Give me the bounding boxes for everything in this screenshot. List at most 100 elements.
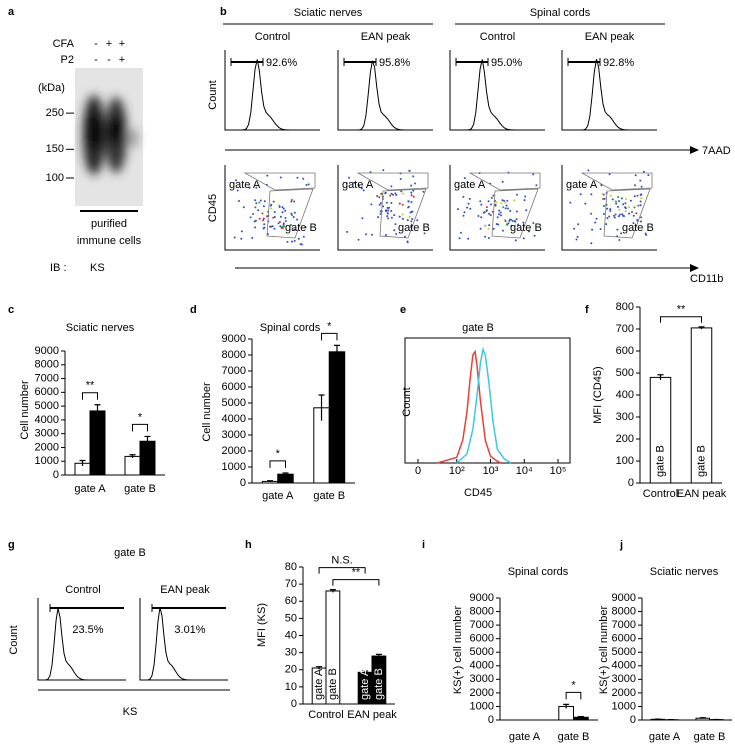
event-dot <box>501 199 504 202</box>
event-dot <box>618 200 620 203</box>
event-dot <box>378 203 381 206</box>
event-dot <box>385 209 388 212</box>
y-tick-label: 5000 <box>470 646 494 658</box>
event-dot <box>281 225 284 228</box>
event-dot <box>272 200 275 203</box>
event-dot <box>647 174 650 177</box>
event-dot <box>382 169 385 172</box>
event-dot <box>291 214 293 217</box>
gate-outline <box>356 172 429 239</box>
event-dot <box>525 209 528 212</box>
histogram-curve <box>144 607 224 681</box>
event-dot <box>403 235 406 238</box>
group-title: Sciatic nerves <box>294 7 363 19</box>
event-dot <box>517 223 520 226</box>
event-dot <box>390 202 393 204</box>
event-dot <box>514 239 517 242</box>
event-dot <box>495 223 498 225</box>
panel-letter: j <box>619 539 623 551</box>
event-dot <box>502 229 504 232</box>
event-dot <box>302 235 305 238</box>
event-dot <box>463 211 466 214</box>
event-dot <box>495 201 498 204</box>
x-tick-label: EAN peak <box>677 488 727 500</box>
event-dot <box>395 233 398 235</box>
y-tick-label: 400 <box>616 389 634 401</box>
event-dot <box>254 226 257 229</box>
event-dot <box>635 212 638 215</box>
event-dot <box>590 242 593 245</box>
event-dot <box>484 235 487 238</box>
event-dot <box>266 215 268 218</box>
event-dot <box>617 215 620 218</box>
event-dot <box>457 208 459 211</box>
event-dot <box>628 212 631 215</box>
gate-label: gate A <box>229 179 261 191</box>
event-dot <box>390 210 393 212</box>
gate-label: gate B <box>622 222 654 234</box>
event-dot <box>602 205 605 207</box>
event-dot <box>273 227 276 230</box>
panel-letter: b <box>220 6 227 18</box>
event-dot <box>262 219 265 222</box>
event-dot <box>632 214 635 217</box>
event-dot <box>491 210 494 213</box>
panel-letter: a <box>8 6 15 18</box>
event-dot <box>382 205 385 208</box>
event-dot <box>284 209 287 212</box>
event-dot <box>487 237 490 239</box>
event-dot <box>618 208 621 211</box>
event-dot <box>401 203 404 206</box>
event-dot <box>602 213 605 215</box>
y-tick-label: 6000 <box>222 381 246 393</box>
event-dot <box>633 206 636 209</box>
panel-letter: f <box>585 304 589 316</box>
event-dot <box>386 212 389 215</box>
gate-outline <box>468 172 541 239</box>
significance-bracket <box>321 332 338 341</box>
y-tick-label: 2000 <box>612 687 636 699</box>
event-dot <box>469 207 472 210</box>
event-dot <box>281 206 284 209</box>
event-dot <box>389 194 392 197</box>
event-dot <box>296 218 299 221</box>
event-dot <box>640 216 643 219</box>
event-dot <box>632 222 635 225</box>
marker-label: 250 <box>46 107 64 119</box>
event-dot <box>484 224 487 227</box>
panel-title: gate B <box>114 547 146 559</box>
event-dot <box>462 214 465 217</box>
event-dot <box>614 200 617 203</box>
event-dot <box>240 230 243 233</box>
event-dot <box>624 210 627 213</box>
error-bar <box>144 435 151 447</box>
event-dot <box>600 184 603 187</box>
y-tick-label: 300 <box>616 411 634 423</box>
event-dot <box>628 206 631 209</box>
event-dot <box>503 200 506 202</box>
gate-outline <box>243 172 316 239</box>
event-dot <box>236 189 239 192</box>
y-tick-label: 8000 <box>470 605 494 617</box>
event-dot <box>608 173 611 176</box>
event-dot <box>360 187 363 190</box>
event-dot <box>584 202 587 205</box>
event-dot <box>410 191 413 194</box>
error-bar <box>329 589 336 593</box>
significance-label: ** <box>86 380 95 392</box>
x-tick-label: 10² <box>449 465 465 477</box>
gate-label: gate A <box>342 179 374 191</box>
x-axis-label: CD45 <box>464 487 492 499</box>
event-dot <box>412 175 415 178</box>
event-dot <box>590 212 593 215</box>
event-dot <box>605 223 608 226</box>
event-dot <box>611 198 614 201</box>
event-dot <box>522 237 525 240</box>
event-dot <box>624 206 627 209</box>
event-dot <box>353 181 356 184</box>
y-tick-label: 0 <box>291 698 297 710</box>
gate-percent: 23.5% <box>72 624 103 636</box>
event-dot <box>501 180 504 183</box>
panel-letter: h <box>245 539 252 551</box>
event-dot <box>412 189 415 192</box>
